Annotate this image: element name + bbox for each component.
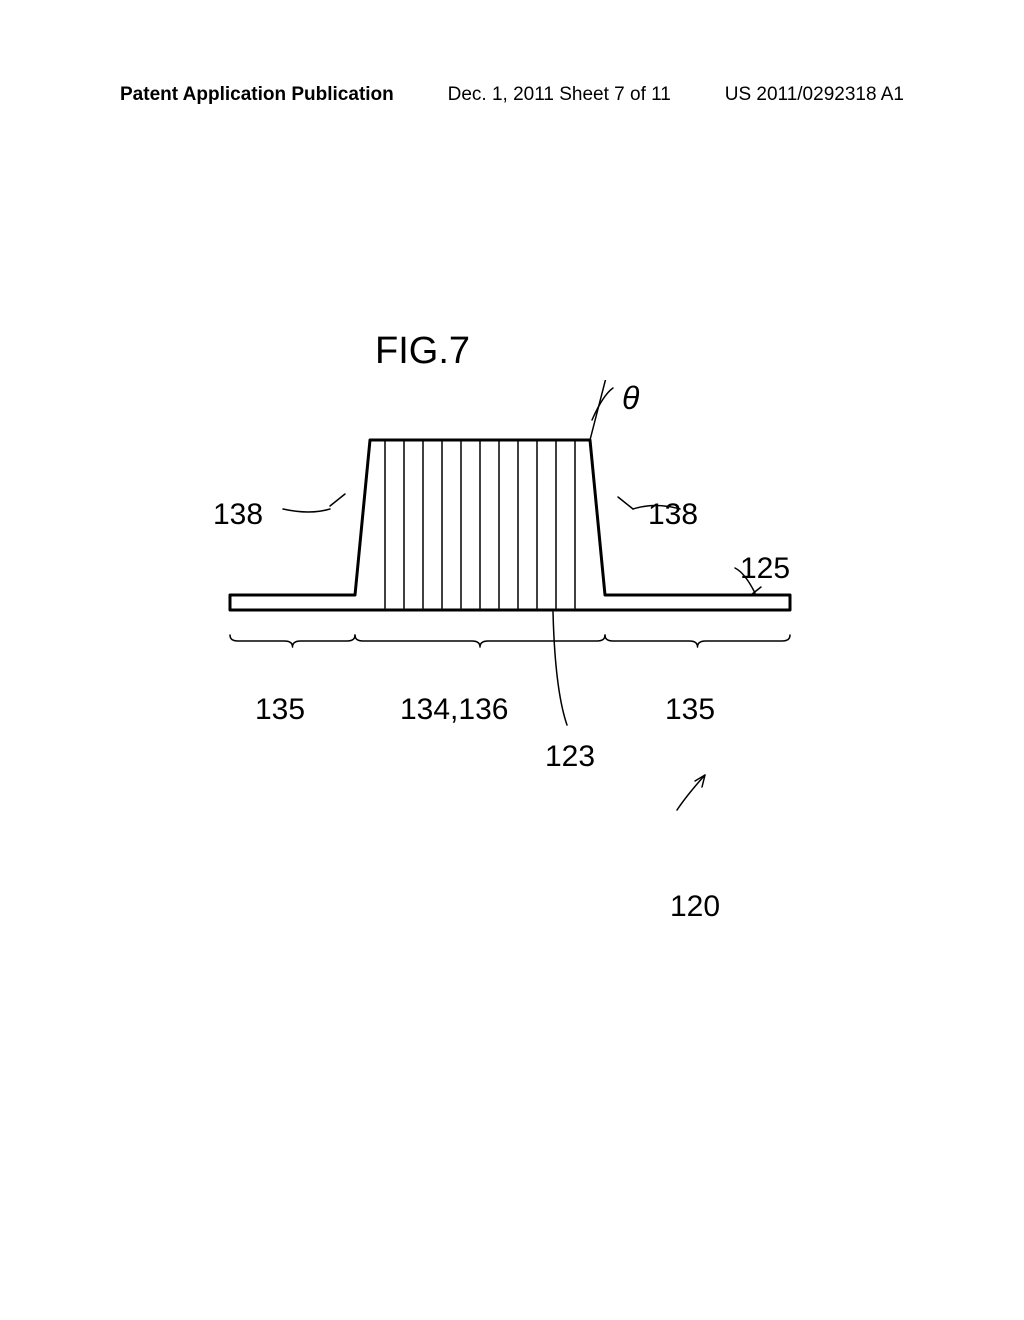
- header-patent-number: US 2011/0292318 A1: [725, 84, 904, 106]
- label-120: 120: [670, 890, 720, 924]
- figure-label: FIG.7: [375, 330, 470, 373]
- header-publication: Patent Application Publication: [120, 84, 394, 106]
- diagram-svg: [170, 380, 850, 940]
- page-header: Patent Application Publication Dec. 1, 2…: [0, 84, 1024, 106]
- label-134-136: 134,136: [400, 693, 508, 727]
- label-125: 125: [740, 552, 790, 586]
- label-135-right: 135: [665, 693, 715, 727]
- label-theta: θ: [622, 380, 639, 417]
- label-123: 123: [545, 740, 595, 774]
- label-135-left: 135: [255, 693, 305, 727]
- label-138-left: 138: [213, 498, 263, 532]
- label-138-right: 138: [648, 498, 698, 532]
- header-sheet-info: Dec. 1, 2011 Sheet 7 of 11: [448, 84, 671, 106]
